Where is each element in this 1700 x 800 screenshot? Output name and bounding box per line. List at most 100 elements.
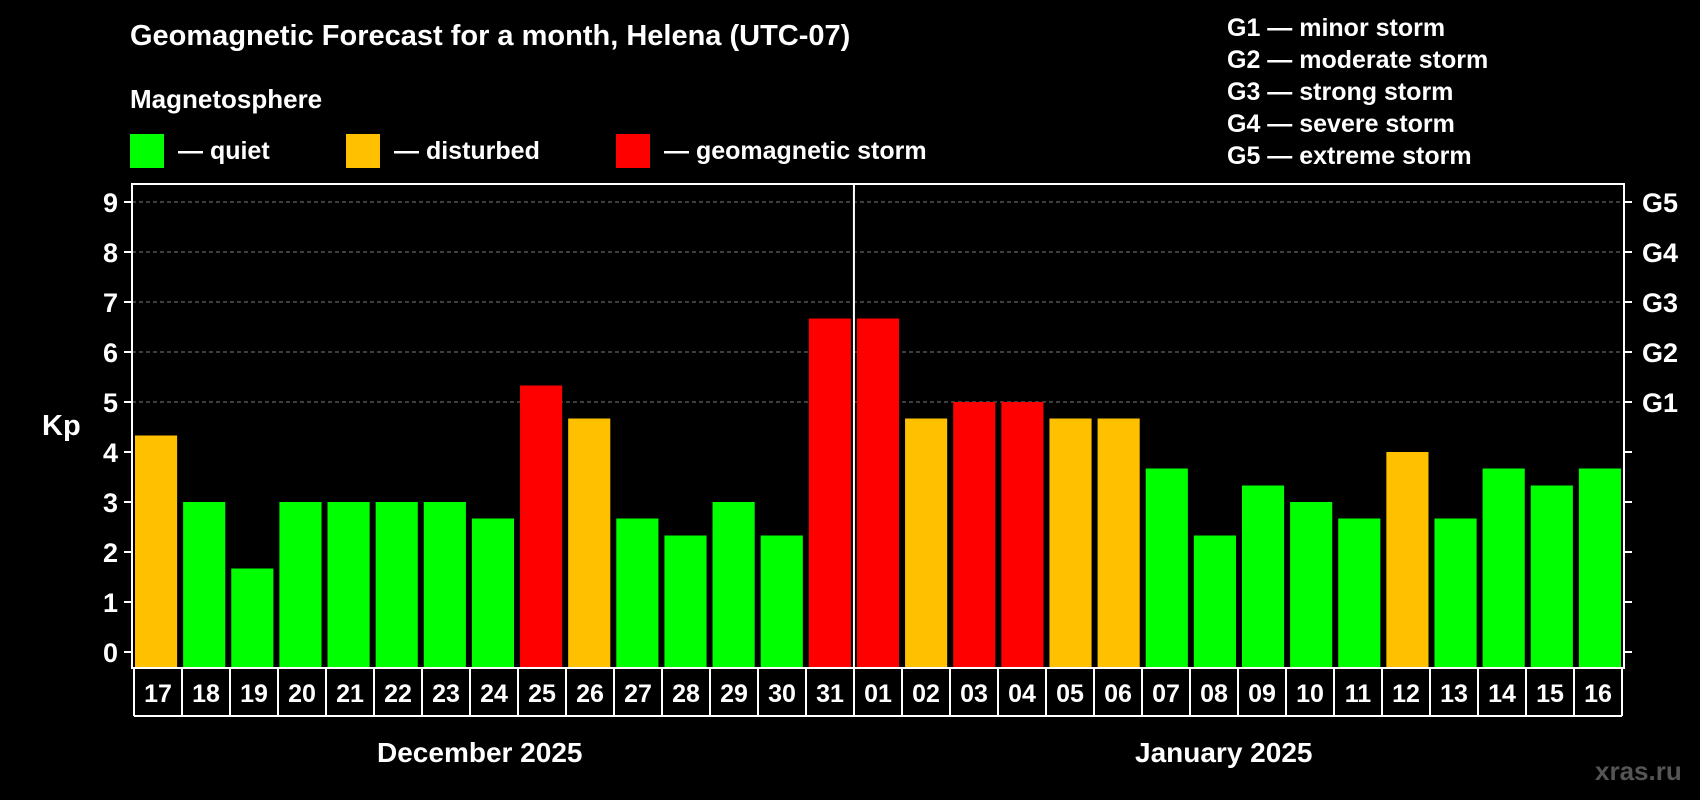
date-label-04: 04	[1008, 680, 1036, 708]
y-tick-label: 1	[103, 588, 118, 618]
bar-14	[1482, 468, 1525, 668]
bar-30	[760, 535, 803, 668]
left-axis-ticks: 0 1 2 3 4 5 6 7 8 9	[103, 188, 132, 668]
bar-10	[1290, 502, 1333, 668]
date-label-16: 16	[1584, 680, 1612, 708]
g-level-label: G3	[1642, 288, 1678, 318]
date-label-07: 07	[1152, 680, 1180, 708]
bar-25	[520, 385, 563, 668]
date-label-12: 12	[1392, 680, 1420, 708]
date-label-03: 03	[960, 680, 988, 708]
watermark: xras.ru	[1595, 756, 1682, 786]
date-label-19: 19	[240, 680, 268, 708]
bar-01	[856, 318, 900, 668]
legend-item-disturbed: — disturbed	[346, 134, 540, 168]
y-tick-label: 2	[103, 538, 118, 568]
g-scale-item-g5: G5 — extreme storm	[1227, 142, 1472, 170]
bar-28	[664, 535, 707, 668]
legend-label-storm: — geomagnetic storm	[664, 136, 927, 165]
bar-16	[1578, 468, 1621, 668]
legend-heading: Magnetosphere	[130, 84, 323, 114]
legend-swatch-storm	[616, 134, 650, 168]
date-label-28: 28	[672, 680, 700, 708]
bar-21	[327, 502, 370, 668]
bar-29	[712, 502, 755, 668]
y-tick-label: 4	[103, 438, 118, 468]
date-label-26: 26	[576, 680, 604, 708]
bars-group	[135, 318, 1621, 668]
g-level-label: G4	[1642, 238, 1678, 268]
right-axis-ticks: G1 G2 G3 G4 G5	[1624, 188, 1678, 653]
plot-frame	[131, 183, 1625, 669]
y-tick-label: 5	[103, 388, 118, 418]
date-label-23: 23	[432, 680, 460, 708]
bar-12	[1386, 452, 1429, 668]
bar-09	[1241, 485, 1285, 668]
chart-title: Geomagnetic Forecast for a month, Helena…	[130, 20, 851, 52]
date-label-24: 24	[480, 680, 508, 708]
bar-31	[808, 318, 851, 668]
month-label-december: December 2025	[377, 737, 583, 768]
bar-05	[1049, 418, 1092, 668]
y-tick-label: 8	[103, 238, 118, 268]
bar-19	[231, 568, 274, 668]
bar-07	[1145, 468, 1188, 668]
g-level-label: G2	[1642, 338, 1678, 368]
date-label-17: 17	[144, 680, 172, 708]
g-scale-item-g4: G4 — severe storm	[1227, 110, 1455, 138]
date-label-10: 10	[1296, 680, 1324, 708]
g-scale-item-g1: G1 — minor storm	[1227, 14, 1446, 42]
legend-swatch-quiet	[130, 134, 164, 168]
bar-23	[423, 502, 466, 668]
bar-26	[568, 418, 611, 668]
date-label-11: 11	[1345, 680, 1372, 708]
date-label-05: 05	[1056, 680, 1084, 708]
month-label-january: January 2025	[1135, 737, 1313, 768]
y-tick-label: 7	[103, 288, 118, 318]
date-label-27: 27	[624, 680, 652, 708]
legend-label-quiet: — quiet	[178, 136, 270, 165]
legend-swatch-disturbed	[346, 134, 380, 168]
date-label-20: 20	[288, 680, 316, 708]
date-label-13: 13	[1440, 680, 1468, 708]
y-tick-label: 0	[103, 638, 118, 668]
date-label-22: 22	[384, 680, 412, 708]
legend-label-disturbed: — disturbed	[394, 136, 540, 165]
date-label-02: 02	[912, 680, 940, 708]
bar-13	[1434, 518, 1477, 668]
bar-11	[1338, 518, 1381, 668]
y-axis-label: Kp	[42, 410, 81, 442]
g-level-label: G5	[1642, 188, 1678, 218]
bar-08	[1193, 535, 1236, 668]
date-label-29: 29	[720, 680, 748, 708]
date-label-09: 09	[1248, 680, 1276, 708]
bar-22	[375, 502, 418, 668]
date-label-30: 30	[768, 680, 796, 708]
bar-04	[1001, 402, 1044, 668]
g-scale-list: G1 — minor storm G2 — moderate storm G3 …	[1227, 12, 1488, 172]
date-axis-cells: 17 18 19 20 21 22 23 24 25 26 27 28 29 30 31 01 02 03 04 05…	[133, 668, 1623, 717]
date-label-01: 01	[864, 680, 892, 708]
bar-02	[905, 418, 948, 668]
date-label-06: 06	[1104, 680, 1132, 708]
y-tick-label: 6	[103, 338, 118, 368]
legend-item-quiet: — quiet	[130, 134, 270, 168]
date-label-31: 31	[816, 680, 844, 708]
legend-item-storm: — geomagnetic storm	[616, 134, 927, 168]
date-label-18: 18	[192, 680, 220, 708]
y-tick-label: 3	[103, 488, 118, 518]
g-scale-item-g3: G3 — strong storm	[1227, 78, 1454, 106]
bar-03	[953, 402, 996, 668]
bar-06	[1097, 418, 1140, 668]
date-label-21: 21	[336, 680, 364, 708]
bar-17	[135, 435, 178, 668]
date-label-25: 25	[528, 680, 556, 708]
bar-20	[279, 502, 322, 668]
bar-24	[471, 518, 515, 668]
date-label-08: 08	[1200, 680, 1228, 708]
y-tick-label: 9	[103, 188, 118, 218]
date-label-15: 15	[1536, 680, 1564, 708]
g-level-label: G1	[1642, 388, 1678, 418]
bar-15	[1530, 485, 1573, 668]
